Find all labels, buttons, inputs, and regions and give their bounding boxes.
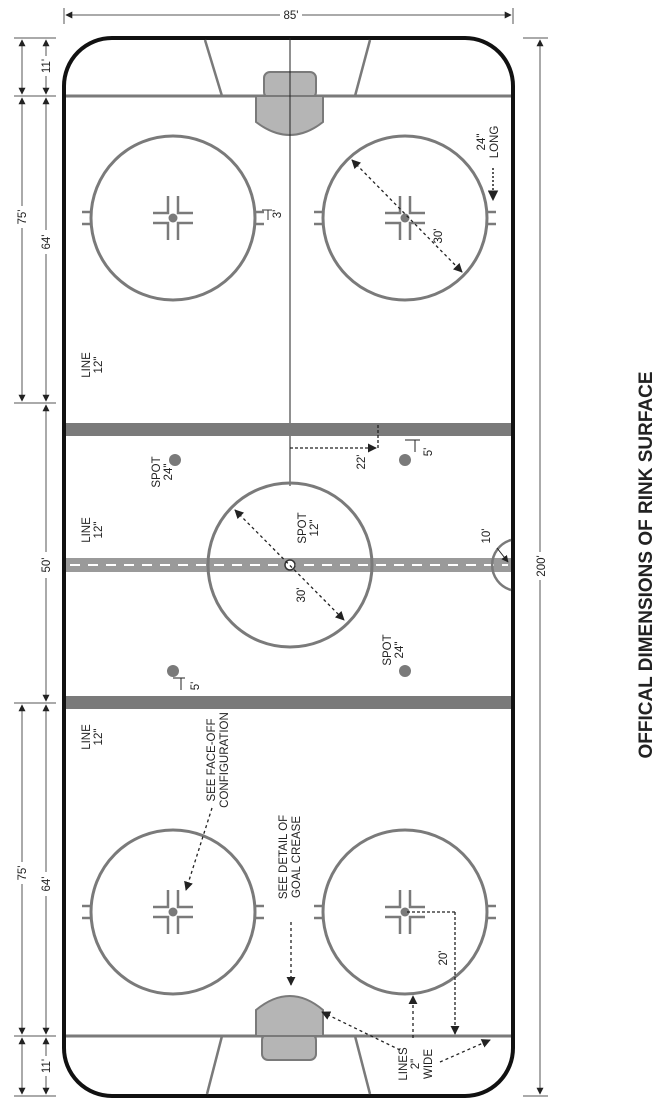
- goal-crease-bottom: [255, 995, 324, 1037]
- faceoff-circle-top-right: [314, 134, 496, 302]
- circle-diameter-label-upper: 30': [433, 229, 445, 244]
- faceoff-circle-ring: [321, 134, 489, 302]
- lines-note-2: 2": [410, 1059, 422, 1069]
- crease-note-1: SEE DETAIL OF: [278, 815, 290, 899]
- crease-note-2: GOAL CREASE: [291, 816, 303, 898]
- rink-boards: [62, 36, 515, 1098]
- dot-to-goal-label: 20': [438, 951, 450, 966]
- faceoff-l-marking: [176, 221, 193, 240]
- line-lower-label-1: LINE: [81, 724, 93, 750]
- referee-crease: [490, 538, 512, 592]
- spot-center-label-1: SPOT: [297, 512, 309, 543]
- faceoff-l-marking: [385, 890, 402, 909]
- faceoff-note-2: CONFIGURATION: [219, 712, 231, 808]
- neutral-zone-label: 50': [41, 558, 53, 573]
- faceoff-l-marking: [176, 196, 193, 215]
- circle-diameter-arrow-upper: [351, 159, 463, 273]
- faceoff-dot: [168, 907, 178, 917]
- faceoff-l-marking: [385, 196, 402, 215]
- lines-note-1: LINES: [398, 1047, 410, 1081]
- faceoff-circle-bottom-left: [82, 828, 264, 996]
- faceoff-note-arrow: [184, 807, 213, 891]
- neutral-spot-upper-left: [169, 454, 181, 466]
- referee-crease-arrow: [496, 547, 509, 563]
- neutral-spot-lower-left: [167, 665, 179, 677]
- faceoff-note-1: SEE FACE-OFF: [206, 718, 218, 801]
- zone-bottom-label: 75': [17, 866, 29, 881]
- faceoff-l-marking: [408, 221, 425, 240]
- lines-note-arrow-right: [439, 1039, 491, 1063]
- blue-line-top: [66, 423, 511, 436]
- neutral-spot-lower-right: [399, 665, 411, 677]
- hash-gap-label: 3': [272, 210, 284, 219]
- spot-offset-line-label: 22': [356, 455, 368, 470]
- trapezoid-bottom-right: [353, 1035, 372, 1095]
- faceoff-l-marking: [385, 915, 402, 934]
- faceoff-l-marking: [153, 915, 170, 934]
- spot-right-label-1: SPOT: [382, 634, 394, 665]
- circle-span-bottom-label: 64': [41, 877, 53, 892]
- spot-right-label-2: 24": [394, 642, 406, 659]
- neutral-spot-upper-right: [399, 454, 411, 466]
- line-center-label-1: LINE: [81, 517, 93, 543]
- trapezoid-top-right: [353, 39, 372, 97]
- end-gap-bottom-label: 11': [41, 1059, 53, 1073]
- blue-line-bottom: [66, 696, 511, 709]
- faceoff-dot: [168, 213, 178, 223]
- faceoff-l-marking: [176, 890, 193, 909]
- zone-top-label: 75': [17, 210, 29, 225]
- faceoff-l-marking: [176, 915, 193, 934]
- spot-offset-side-label: 5': [423, 448, 435, 457]
- line-upper-label-1: LINE: [81, 352, 93, 378]
- line-center-label-2: 12": [93, 522, 105, 539]
- faceoff-l-marking: [153, 196, 170, 215]
- trapezoid-top-left: [203, 39, 224, 97]
- width-label: 85': [284, 10, 299, 22]
- circle-diameter-arrow-center: [234, 509, 345, 621]
- spot-left-label-1: SPOT: [151, 456, 163, 487]
- faceoff-l-marking: [153, 221, 170, 240]
- spot-left-label-2: 24": [163, 464, 175, 481]
- faceoff-l-marking: [408, 890, 425, 909]
- circle-diameter-label-center: 30': [296, 588, 308, 603]
- faceoff-circle-ring: [89, 134, 257, 302]
- line-upper-label-2: 12": [93, 357, 105, 374]
- faceoff-l-marking: [408, 915, 425, 934]
- trapezoid-bottom-left: [205, 1035, 224, 1095]
- faceoff-circle-bottom-right: [314, 828, 496, 996]
- hash-length-label-2: LONG: [489, 126, 501, 159]
- lines-note-arrow-left: [321, 1011, 401, 1051]
- goal-net-bottom: [261, 1033, 317, 1061]
- circle-span-top-label: 64': [41, 235, 53, 250]
- lines-note-3: WIDE: [423, 1049, 435, 1079]
- faceoff-l-marking: [385, 221, 402, 240]
- end-gap-top-label: 11': [41, 59, 53, 73]
- spot-center-label-2: 12": [309, 520, 321, 537]
- faceoff-l-marking: [153, 890, 170, 909]
- faceoff-dot: [400, 907, 410, 917]
- length-label: 200': [536, 555, 548, 576]
- faceoff-circle-top-left: [82, 134, 264, 302]
- referee-crease-label: 10': [481, 529, 493, 544]
- faceoff-l-marking: [408, 196, 425, 215]
- line-lower-label-2: 12": [93, 729, 105, 746]
- faceoff-circle-ring: [89, 828, 257, 996]
- hash-length-label-1: 24": [476, 134, 488, 151]
- diagram-title: OFFICAL DIMENSIONS OF RINK SURFACE: [636, 371, 657, 758]
- faceoff-circle-ring: [321, 828, 489, 996]
- center-circle: [206, 481, 374, 649]
- spot-offset-lower-label: 5': [190, 682, 202, 691]
